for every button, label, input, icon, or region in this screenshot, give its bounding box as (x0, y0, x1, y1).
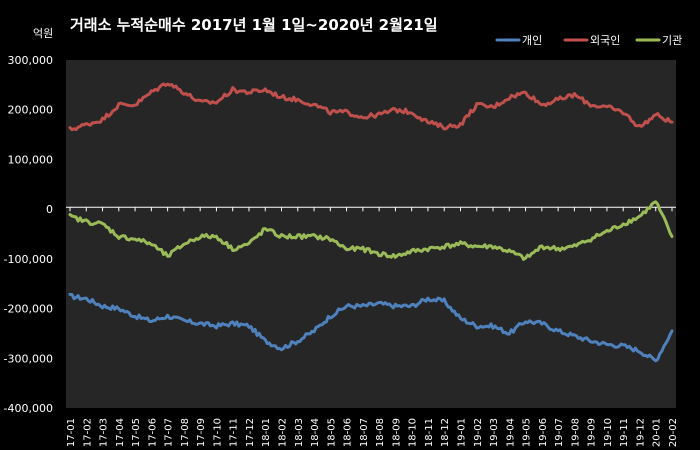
x-tick-label: 19-06 (538, 418, 549, 447)
x-tick-label: 17-04 (115, 418, 126, 447)
x-tick-label: 18-02 (278, 418, 289, 447)
y-tick-label: -300,000 (4, 352, 53, 365)
legend-label: 외국인 (590, 34, 620, 47)
x-tick-label: 18-03 (294, 418, 305, 447)
series-line-1 (68, 292, 674, 363)
x-tick-label: 19-02 (473, 418, 484, 447)
x-tick-label: 17-09 (196, 418, 207, 447)
x-tick-label: 18-01 (261, 418, 272, 447)
x-tick-label: 18-09 (391, 418, 402, 447)
x-tick-label: 19-09 (587, 418, 598, 447)
x-tick-label: 17-03 (99, 418, 110, 447)
x-tick-label: 18-12 (440, 418, 451, 447)
x-tick-label: 17-01 (66, 418, 77, 447)
x-tick-label: 19-12 (635, 418, 646, 447)
x-tick-label: 17-08 (180, 418, 191, 447)
y-tick-label: 0 (46, 203, 53, 216)
series-group (68, 82, 674, 363)
x-tick-label: 19-04 (505, 418, 516, 447)
x-axis: 17-01 17-02 17-03 17-04 17-05 17-06 17-07 17-08… (66, 207, 679, 447)
x-tick-label: 17-06 (147, 418, 158, 447)
x-tick-label: 18-10 (408, 418, 419, 447)
y-tick-label: -400,000 (4, 402, 53, 415)
x-tick-label: 18-07 (359, 418, 370, 447)
x-tick-label: 18-11 (424, 418, 435, 447)
legend: 개인 외국인 기관 (495, 34, 682, 47)
x-tick-label: 17-02 (82, 418, 93, 447)
plot-area (66, 60, 676, 408)
legend-label: 개인 (522, 34, 542, 47)
y-axis: 300,000 200,000 100,000 0 -100,000 -200,000 -3… (4, 54, 53, 415)
x-tick-label: 17-12 (245, 418, 256, 447)
x-tick-label: 19-08 (570, 418, 581, 447)
x-tick-label: 18-06 (343, 418, 354, 447)
x-tick-label: 18-04 (310, 418, 321, 447)
series-line-3 (68, 200, 674, 261)
x-tick-label: 19-10 (603, 418, 614, 447)
x-tick-label: 19-03 (489, 418, 500, 447)
series-line-2 (68, 82, 674, 132)
y-tick-label: 100,000 (8, 153, 54, 166)
legend-label: 기관 (662, 34, 682, 47)
x-tick-label: 19-07 (554, 418, 565, 447)
x-tick-label: 19-01 (456, 418, 467, 447)
x-tick-label: 18-08 (375, 418, 386, 447)
x-tick-label: 19-11 (619, 418, 630, 447)
y-tick-label: 200,000 (8, 104, 54, 117)
x-tick-label: 19-05 (522, 418, 533, 447)
unit-label: 억원 (33, 27, 53, 40)
y-tick-label: 300,000 (8, 54, 54, 67)
x-tick-label: 17-07 (164, 418, 175, 447)
y-tick-label: -100,000 (4, 253, 53, 266)
x-tick-label: 17-05 (131, 418, 142, 447)
chart-title: 거래소 누적순매수 2017년 1월 1일~2020년 2월21일 (70, 16, 438, 34)
x-tick-label: 18-05 (326, 418, 337, 447)
x-tick-label: 20-02 (668, 418, 679, 447)
y-tick-label: -200,000 (4, 303, 53, 316)
x-tick-label: 20-01 (652, 418, 663, 447)
x-tick-label: 17-11 (229, 418, 240, 447)
x-tick-label: 17-10 (212, 418, 223, 447)
